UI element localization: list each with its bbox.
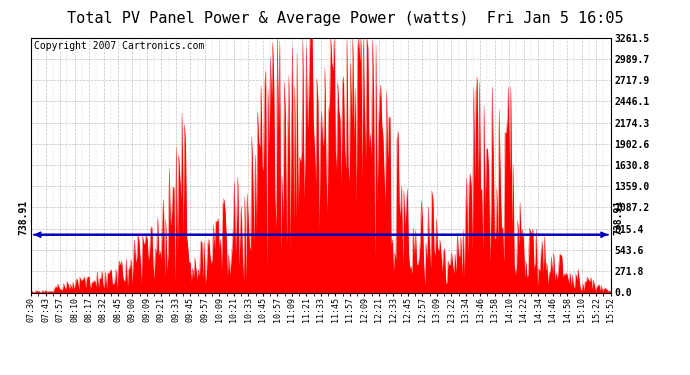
Text: Total PV Panel Power & Average Power (watts)  Fri Jan 5 16:05: Total PV Panel Power & Average Power (wa… [67,11,623,26]
Text: 738.91: 738.91 [613,200,624,235]
Text: Copyright 2007 Cartronics.com: Copyright 2007 Cartronics.com [34,41,204,51]
Text: 738.91: 738.91 [18,200,28,235]
